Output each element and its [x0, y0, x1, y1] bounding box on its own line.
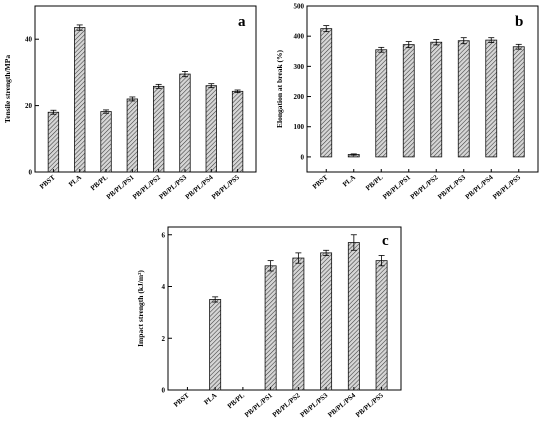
x-category-label: PB/PL/PS3 [157, 173, 188, 201]
x-category-label: PLA [203, 391, 219, 406]
bar-pb-pl-ps3 [457, 40, 470, 158]
x-category-label: PB/PL/PS3 [436, 173, 467, 201]
x-category-label: PBST [38, 173, 57, 191]
y-tick-label: 200 [294, 93, 305, 101]
bar-pbst [320, 28, 333, 158]
y-axis-title: Elongation at break (%) [275, 50, 284, 128]
x-category-label: PB/PL/PS1 [243, 391, 274, 419]
bar-pb-pl-ps5 [231, 90, 244, 173]
x-category-label: PB/PL/PS5 [210, 173, 241, 201]
y-tick-label: 4 [162, 283, 166, 291]
y-tick-label: 20 [25, 102, 33, 110]
y-tick-label: 2 [162, 335, 166, 343]
x-category-label: PB/PL/PS2 [271, 391, 302, 419]
y-tick-label: 100 [294, 123, 305, 131]
panel-letter: b [515, 14, 523, 30]
bar-pb-pl-ps4 [205, 85, 217, 173]
x-category-label: PBST [311, 173, 330, 191]
x-category-label: PB/PL/PS4 [184, 173, 215, 201]
bar-pb-pl-ps2 [152, 85, 165, 173]
x-category-label: PB/PL/PS5 [491, 173, 522, 201]
y-axis-title: Tensile strength/MPa [3, 55, 12, 123]
x-category-label: PB/PL/PS5 [354, 391, 385, 419]
bar-pb-pl-ps1 [402, 44, 415, 158]
bar-pla [74, 27, 86, 173]
bar-pla [209, 299, 222, 391]
bar-pb-pl-ps3 [320, 252, 333, 391]
bar-pb-pl-ps1 [264, 265, 277, 391]
y-axis-title: Impact strength (kJ/m²) [136, 270, 145, 347]
x-category-label: PB/PL/PS1 [381, 173, 412, 201]
plot-frame [167, 226, 402, 391]
x-category-label: PB/PL/PS2 [409, 173, 440, 201]
plot-frame [34, 5, 257, 173]
panel-letter: a [238, 14, 246, 30]
x-category-label: PB/PL [226, 391, 247, 410]
x-category-label: PB/PL/PS4 [326, 391, 357, 419]
x-category-label: PB/PL/PS3 [299, 391, 330, 419]
bar-pb-pl-ps3 [179, 73, 191, 173]
y-tick-label: 0 [301, 153, 305, 161]
y-tick-label: 500 [294, 3, 305, 11]
x-category-label: PBST [172, 391, 191, 409]
bar-pb-pl [375, 49, 388, 158]
bar-pb-pl-ps5 [375, 260, 388, 391]
plot-frame [306, 5, 539, 173]
bar-pb-pl-ps5 [512, 46, 525, 158]
y-tick-label: 400 [294, 33, 305, 41]
y-tick-label: 40 [25, 36, 33, 44]
x-category-label: PB/PL [89, 173, 110, 192]
bar-pb-pl-ps4 [347, 242, 360, 391]
bar-pbst [47, 111, 60, 173]
y-tick-label: 300 [294, 63, 305, 71]
x-category-label: PB/PL [364, 173, 385, 192]
x-category-label: PLA [341, 173, 357, 188]
y-tick-label: 0 [162, 387, 166, 395]
x-category-label: PB/PL/PS2 [131, 173, 162, 201]
x-category-label: PB/PL/PS4 [464, 173, 495, 201]
bar-pb-pl-ps2 [430, 41, 443, 158]
bar-pb-pl-ps2 [292, 257, 305, 391]
bar-pb-pl-ps1 [126, 98, 139, 173]
panel-letter: c [382, 233, 389, 249]
bar-pb-pl [100, 111, 112, 173]
y-tick-label: 0 [29, 169, 33, 177]
bar-pb-pl-ps4 [485, 39, 498, 158]
x-category-label: PLA [67, 173, 83, 188]
x-category-label: PB/PL/PS1 [105, 173, 136, 201]
y-tick-label: 6 [162, 231, 166, 239]
